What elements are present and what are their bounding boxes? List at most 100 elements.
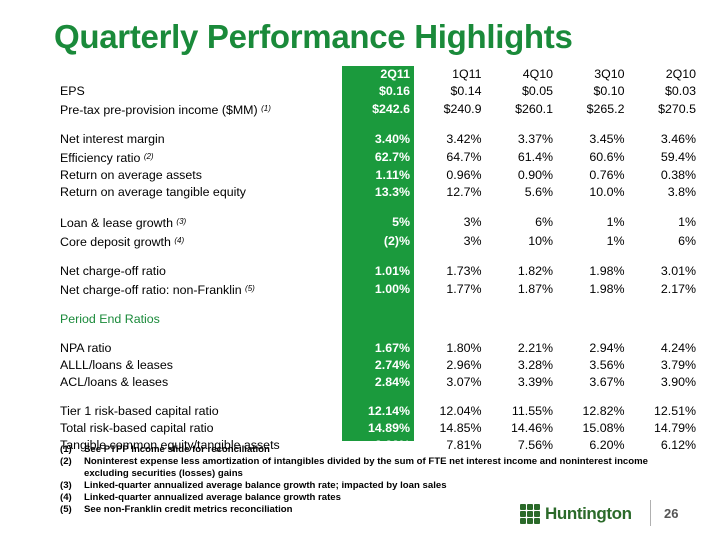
- value-cell: 1.87%: [517, 282, 553, 296]
- row-label: Net charge-off ratio: non-Franklin (5): [60, 280, 342, 299]
- value-cell: 3.56%: [589, 358, 625, 372]
- value-cell: 3.37%: [517, 132, 553, 146]
- row-label-text: Pre-tax pre-provision income ($MM): [60, 103, 258, 117]
- spacer-cell: [414, 328, 486, 340]
- header-label-cell: [60, 66, 342, 83]
- value-cell: 61.4%: [517, 150, 553, 164]
- footnote: (4) Linked-quarter annualized average bal…: [60, 492, 341, 503]
- spacer-row: [60, 119, 700, 131]
- value-cell: 3.28%: [517, 358, 553, 372]
- spacer-cell: [486, 251, 558, 263]
- table-row: Tier 1 risk-based capital ratio 12.14% 12.…: [60, 403, 700, 420]
- current-value: (2)%: [383, 234, 410, 248]
- current-value: 62.7%: [374, 150, 410, 164]
- spacer-cell: [342, 251, 414, 263]
- value-cell: 15.08%: [582, 421, 625, 435]
- row-label: Return on average tangible equity: [60, 184, 342, 201]
- current-value: $242.6: [372, 102, 410, 116]
- value-cell: 1%: [606, 215, 625, 229]
- value-cell: 0.38%: [660, 168, 696, 182]
- value-cell: 1.73%: [446, 264, 482, 278]
- current-value: 2.74%: [374, 358, 410, 372]
- row-label-text: ALLL/loans & leases: [60, 358, 173, 372]
- value-cell: 2.17%: [660, 282, 696, 296]
- value-cell: 2.21%: [517, 341, 553, 355]
- table-row: Total risk-based capital ratio 14.89% 14.8…: [60, 420, 700, 437]
- spacer-cell: [557, 328, 629, 340]
- empty-cell: [414, 311, 486, 328]
- row-label: ALLL/loans & leases: [60, 357, 342, 374]
- value-cell: 0.76%: [589, 168, 625, 182]
- row-label-text: EPS: [60, 84, 85, 98]
- row-label-text: Loan & lease growth: [60, 216, 173, 230]
- column-header: 2Q11: [380, 67, 410, 81]
- table-row: Efficiency ratio (2) 62.7% 64.7% 61.4% 60.6%…: [60, 148, 700, 167]
- row-label: NPA ratio: [60, 340, 342, 357]
- value-cell: $240.9: [443, 102, 482, 116]
- value-cell: 3.46%: [660, 132, 696, 146]
- value-cell: 11.55%: [511, 404, 553, 418]
- value-cell: 14.85%: [439, 421, 482, 435]
- current-value: 13.3%: [374, 185, 410, 199]
- row-label: ACL/loans & leases: [60, 374, 342, 391]
- column-header: 1Q11: [452, 67, 482, 81]
- spacer-cell: [629, 119, 701, 131]
- value-cell: 10%: [528, 234, 553, 248]
- value-cell: 3.79%: [660, 358, 696, 372]
- value-cell: 6%: [678, 234, 696, 248]
- row-label: Total risk-based capital ratio: [60, 420, 342, 437]
- current-value: 1.01%: [374, 264, 410, 278]
- value-cell: 1.77%: [446, 282, 482, 296]
- empty-cell: [342, 311, 414, 328]
- page-number: 26: [664, 506, 679, 521]
- spacer-cell: [342, 391, 414, 403]
- value-cell: 6.12%: [660, 438, 696, 452]
- row-label-text: Return on average tangible equity: [60, 185, 246, 199]
- spacer-cell: [342, 201, 414, 213]
- value-cell: 14.79%: [653, 421, 696, 435]
- row-label: Core deposit growth (4): [60, 232, 342, 251]
- spacer-cell: [629, 201, 701, 213]
- row-label-text: Return on average assets: [60, 168, 202, 182]
- logo-mark-icon: [520, 504, 540, 524]
- value-cell: 12.04%: [439, 404, 482, 418]
- row-label-text: Core deposit growth: [60, 235, 171, 249]
- value-cell: 1.98%: [589, 282, 625, 296]
- table-row: Tangible common equity/tangible assets 8.…: [60, 437, 700, 454]
- value-cell: 3.42%: [446, 132, 482, 146]
- row-label: Tier 1 risk-based capital ratio: [60, 403, 342, 420]
- value-cell: 3.45%: [589, 132, 625, 146]
- row-label: Return on average assets: [60, 167, 342, 184]
- table-header-row: 2Q11 1Q11 4Q10 3Q10 2Q10: [60, 66, 700, 83]
- footnote-ref: (2): [143, 152, 154, 161]
- table-row: EPS $0.16 $0.14 $0.05 $0.10 $0.03: [60, 83, 700, 100]
- current-value: 3.40%: [374, 132, 410, 146]
- value-cell: 3%: [463, 215, 482, 229]
- spacer-cell: [486, 119, 558, 131]
- row-label-text: ACL/loans & leases: [60, 375, 169, 389]
- table-row: Core deposit growth (4) (2)% 3% 10% 1% 6%: [60, 232, 700, 251]
- spacer-cell: [60, 391, 342, 403]
- value-cell: 3.39%: [517, 375, 553, 389]
- spacer-cell: [486, 299, 558, 311]
- value-cell: 10.0%: [589, 185, 625, 199]
- value-cell: 0.90%: [517, 168, 553, 182]
- value-cell: 5.6%: [524, 185, 553, 199]
- spacer-row: [60, 328, 700, 340]
- value-cell: 6%: [535, 215, 553, 229]
- spacer-cell: [414, 299, 486, 311]
- row-label-text: Total risk-based capital ratio: [60, 421, 214, 435]
- spacer-cell: [629, 391, 701, 403]
- value-cell: 3.67%: [589, 375, 625, 389]
- spacer-cell: [342, 328, 414, 340]
- value-cell: 3.01%: [660, 264, 696, 278]
- footnote: (2) Noninterest expense less amortization…: [60, 456, 648, 479]
- value-cell: 3.8%: [667, 185, 696, 199]
- table-row: Return on average assets 1.11% 0.96% 0.90% 0…: [60, 167, 700, 184]
- current-value: 12.14%: [367, 404, 410, 418]
- spacer-row: [60, 299, 700, 311]
- value-cell: 3.90%: [660, 375, 696, 389]
- value-cell: 12.82%: [582, 404, 625, 418]
- row-label: Net charge-off ratio: [60, 263, 342, 280]
- spacer-cell: [60, 328, 342, 340]
